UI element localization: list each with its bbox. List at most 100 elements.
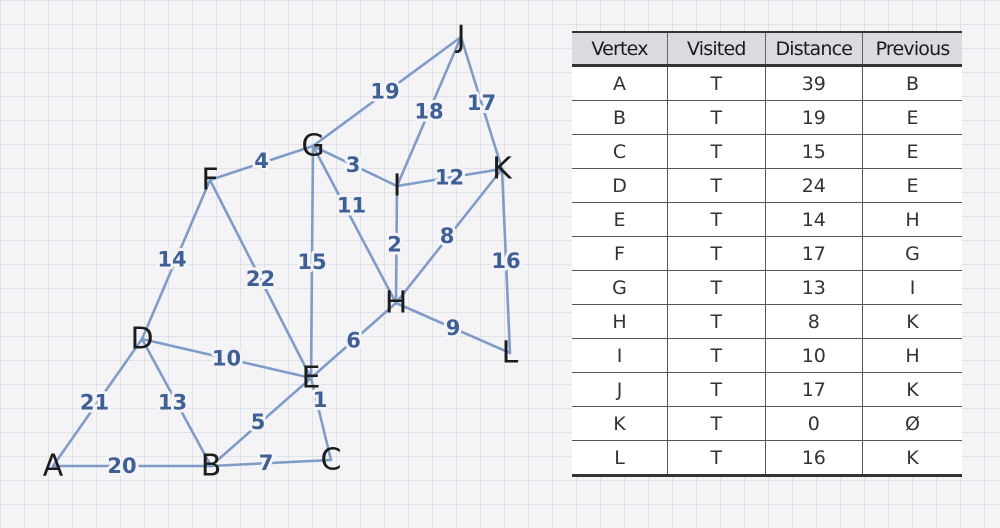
vertex-c: C [321, 443, 342, 478]
vertices: A B C D E F G H I J K L [43, 20, 519, 484]
cell-vertex: B [572, 100, 668, 135]
edge-weight-g-i: 3 [346, 153, 361, 177]
column-header-previous: Previous [862, 32, 962, 67]
edge-weight-a-b: 20 [107, 454, 136, 478]
edge-weight-h-l: 9 [446, 316, 461, 340]
vertex-l: L [502, 336, 519, 371]
cell-visited: T [667, 372, 766, 407]
cell-previous: H [862, 338, 962, 373]
column-header-vertex: Vertex [572, 32, 668, 67]
edge-e-h [309, 301, 398, 380]
edge-weight-i-k: 12 [435, 166, 464, 190]
cell-previous: H [862, 202, 962, 237]
cell-previous: K [862, 304, 962, 339]
edge-weight-b-e: 5 [251, 410, 266, 434]
vertex-h: H [385, 286, 408, 321]
cell-vertex: K [572, 406, 668, 441]
edge-i-k [395, 167, 504, 188]
cell-distance: 17 [764, 236, 863, 271]
table-header: Vertex Visited Distance Previous [572, 32, 962, 67]
column-header-distance: Distance [764, 32, 863, 67]
cell-previous: E [862, 100, 962, 135]
edge-weight-d-b: 13 [158, 391, 187, 415]
vertex-j: J [455, 20, 466, 55]
cell-vertex: H [572, 304, 668, 339]
column-header-visited: Visited [667, 32, 766, 67]
edge-g-j [311, 35, 463, 148]
cell-distance: 19 [764, 100, 863, 135]
edge-h-l [394, 301, 512, 355]
edge-weights: 21 20 13 14 10 5 7 1 22 4 15 11 3 19 6 2 18 12 17 8 16 9 [77, 77, 524, 482]
vertex-d: D [130, 322, 153, 357]
edge-weight-i-h: 2 [387, 233, 402, 257]
cell-visited: T [667, 304, 766, 339]
cell-previous: G [862, 236, 962, 271]
vertex-f: F [201, 163, 218, 198]
edge-weight-g-h: 11 [337, 194, 366, 218]
cell-distance: 13 [764, 270, 863, 305]
dijkstra-table: Vertex Visited Distance Previous A T 39 B B T… [572, 31, 962, 477]
edge-weight-d-f: 14 [157, 248, 186, 272]
edge-d-e [140, 337, 313, 380]
edge-d-b [140, 337, 213, 468]
cell-previous: B [862, 65, 962, 101]
header-row: Vertex Visited Distance Previous [572, 32, 962, 67]
cell-previous: E [862, 134, 962, 169]
table-row: C T 15 E [572, 134, 962, 169]
edge-weight-k-l: 16 [491, 249, 520, 273]
table-row: G T 13 I [572, 270, 962, 305]
table-row: J T 17 K [572, 372, 962, 407]
cell-vertex: C [572, 134, 668, 169]
cell-vertex: L [572, 440, 668, 476]
edge-weight-b-c: 7 [259, 451, 274, 475]
cell-distance: 16 [764, 440, 863, 476]
cell-visited: T [667, 168, 766, 203]
table-row: D T 24 E [572, 168, 962, 203]
edge-weight-e-c: 1 [313, 388, 328, 412]
cell-previous: I [862, 270, 962, 305]
edge-weight-f-g: 4 [254, 149, 269, 173]
table-row: F T 17 G [572, 236, 962, 271]
cell-visited: T [667, 202, 766, 237]
table-row: E T 14 H [572, 202, 962, 237]
edge-weight-k-h: 8 [440, 224, 455, 248]
cell-distance: 24 [764, 168, 863, 203]
edge-weight-g-e: 15 [297, 250, 326, 274]
cell-vertex: G [572, 270, 668, 305]
edge-weight-d-e: 10 [212, 347, 241, 371]
vertex-i: I [393, 169, 402, 204]
edge-g-e [309, 144, 315, 380]
cell-visited: T [667, 338, 766, 373]
cell-visited: T [667, 440, 766, 476]
table-row: A T 39 B [572, 65, 962, 101]
edges [51, 35, 512, 468]
edge-f-e [208, 178, 313, 380]
cell-vertex: E [572, 202, 668, 237]
cell-distance: 0 [764, 406, 863, 441]
edge-k-h [394, 167, 504, 305]
vertex-e: E [302, 361, 321, 396]
cell-distance: 15 [764, 134, 863, 169]
cell-distance: 14 [764, 202, 863, 237]
cell-distance: 10 [764, 338, 863, 373]
cell-visited: T [667, 270, 766, 305]
edge-j-k [459, 35, 504, 171]
edge-e-c [309, 376, 333, 462]
edge-weight-g-j: 19 [370, 80, 399, 104]
cell-vertex: I [572, 338, 668, 373]
weighted-graph: 21 20 13 14 10 5 7 1 22 4 15 11 3 19 6 2 18 12 17 8 16 9 A B C D… [42, 19, 524, 484]
edge-d-f [140, 178, 212, 341]
edge-k-l [500, 167, 512, 355]
cell-distance: 39 [764, 65, 863, 101]
table-row: L T 16 K [572, 440, 962, 476]
cell-visited: T [667, 406, 766, 441]
edge-weight-j-k: 17 [467, 91, 496, 115]
edge-g-h [311, 144, 398, 305]
edge-g-i [311, 144, 399, 188]
edge-f-g [208, 144, 315, 182]
vertex-k: K [492, 152, 513, 187]
edge-a-d [51, 337, 144, 468]
edge-weight-f-e: 22 [246, 267, 275, 291]
